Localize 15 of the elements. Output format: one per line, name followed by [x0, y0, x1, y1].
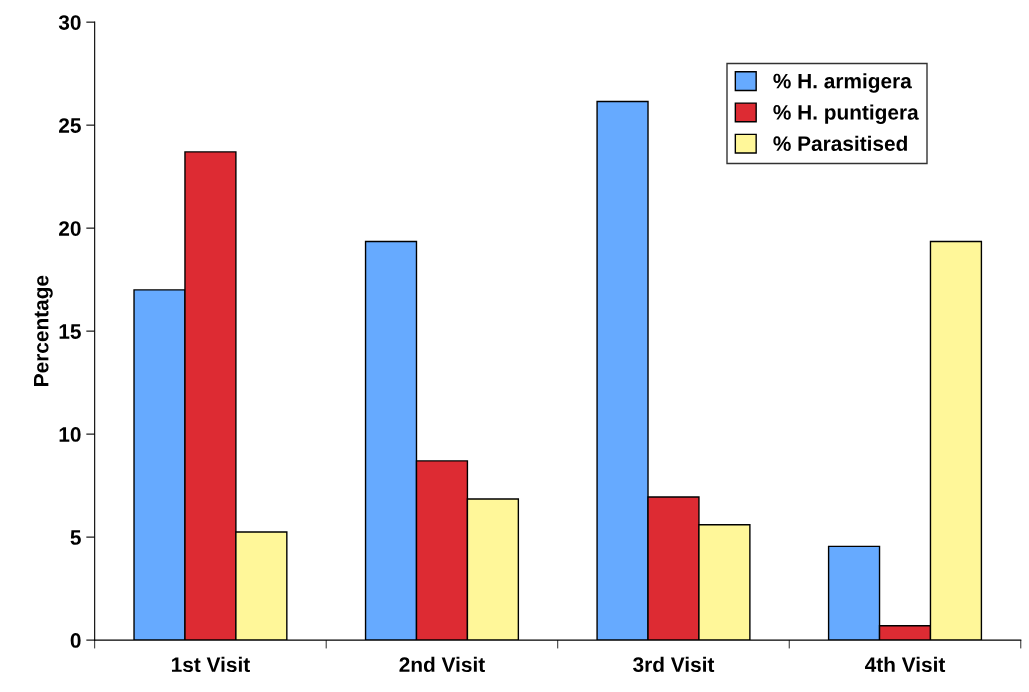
legend-label: % H. armigera: [773, 73, 912, 93]
x-tick-label: 4th Visit: [864, 656, 946, 673]
legend-label: % H. puntigera: [773, 104, 919, 124]
y-tick-label: 0: [70, 633, 81, 648]
x-tick-label: 1st Visit: [171, 656, 250, 673]
y-tick-label: 10: [59, 427, 81, 442]
y-tick-label: 15: [59, 324, 81, 339]
y-tick-label: 25: [59, 118, 81, 133]
y-tick-label: 5: [70, 530, 81, 545]
legend-label: % Parasitised: [773, 135, 907, 152]
y-tick-label: 20: [59, 221, 81, 236]
x-tick-label: 2nd Visit: [399, 656, 485, 673]
y-axis-title: Percentage: [34, 275, 53, 386]
y-tick-label: 30: [58, 15, 81, 30]
x-tick-label: 3rd Visit: [633, 656, 715, 673]
